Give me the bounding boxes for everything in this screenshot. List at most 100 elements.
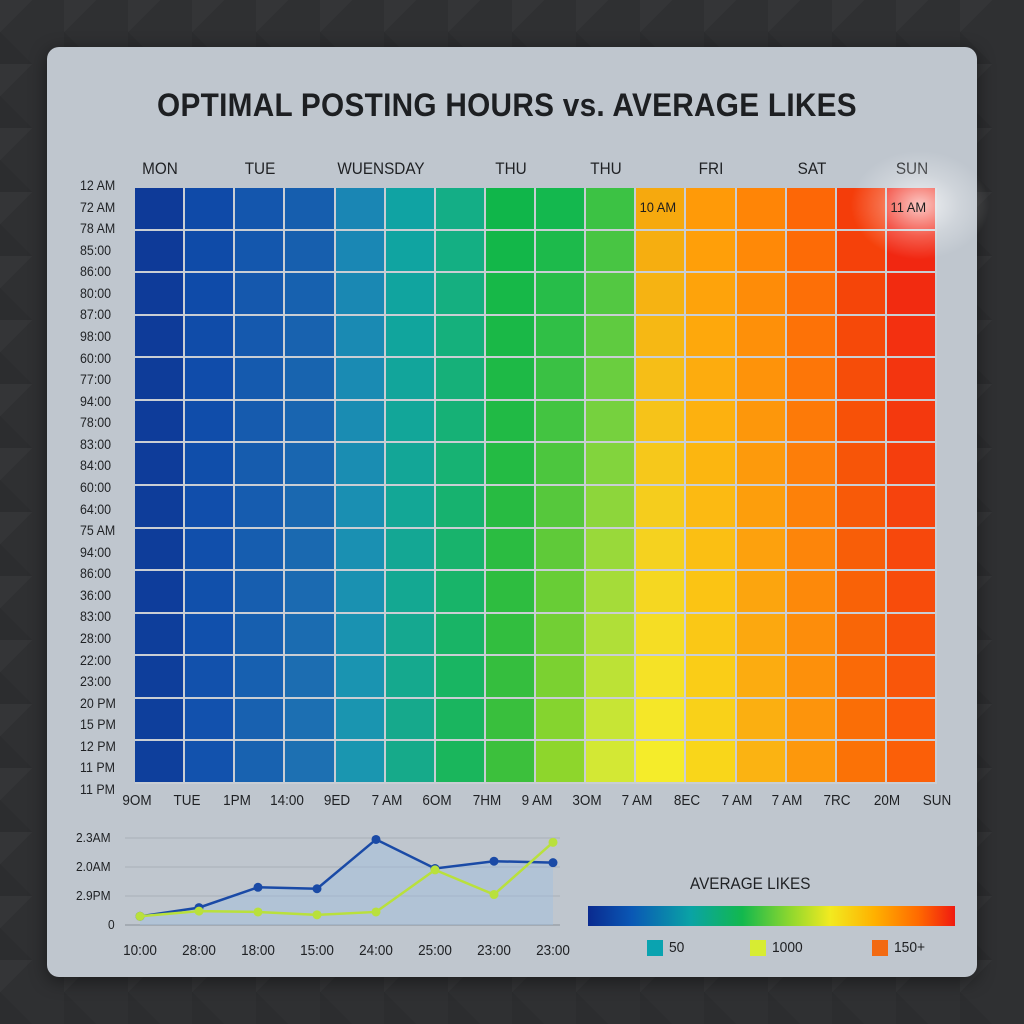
hour-label: 15 PM	[80, 717, 116, 733]
heatmap-cell	[385, 486, 436, 529]
heatmap-cell	[686, 188, 737, 231]
heatmap-cell	[135, 741, 186, 784]
heatmap-cell	[586, 443, 637, 486]
heatmap-cell	[736, 358, 787, 401]
heatmap-cell	[435, 315, 486, 359]
heatmap-cell	[135, 656, 186, 699]
heatmap-cell	[836, 443, 887, 486]
heatmap-cell	[786, 443, 837, 486]
hour-label: 12 AM	[80, 178, 116, 193]
heatmap-cell	[736, 443, 787, 486]
heatmap-cell	[335, 315, 386, 359]
heatmap-cell	[636, 528, 687, 572]
heatmap-cell	[385, 571, 436, 614]
hour-label: 36:00	[80, 587, 112, 603]
heatmap-cell	[586, 698, 637, 742]
day-label: WUENSDAY	[336, 159, 425, 178]
heatmap-cell	[235, 400, 286, 444]
heatmap-cell	[485, 358, 536, 401]
heatmap-cell	[886, 358, 937, 401]
heatmap-cell	[285, 358, 336, 401]
heatmap-cell	[536, 273, 587, 316]
bottom-label: 1PM	[223, 792, 251, 809]
hour-label: 60:00	[80, 350, 112, 366]
heatmap-cell	[586, 315, 637, 359]
heatmap-cell	[736, 486, 787, 529]
heatmap-cell	[385, 613, 436, 657]
heatmap-cell	[686, 528, 737, 572]
heatmap-cell	[135, 315, 186, 359]
heatmap-cell	[886, 698, 937, 742]
heatmap-cell	[536, 443, 587, 486]
heatmap-grid	[135, 188, 937, 784]
line-chart-x-label: 24:00	[359, 942, 393, 959]
heatmap-cell	[385, 528, 436, 572]
heatmap-cell	[786, 230, 837, 274]
heatmap-cell	[485, 698, 536, 742]
heatmap-cell	[185, 741, 236, 784]
heatmap-cell	[135, 443, 186, 486]
heatmap-cell	[536, 400, 587, 444]
heatmap-cell	[636, 273, 687, 316]
heatmap-cell	[135, 400, 186, 444]
heatmap-cell	[536, 486, 587, 529]
heatmap-cell	[285, 613, 336, 657]
heatmap-cell	[736, 656, 787, 699]
heatmap-cell	[485, 230, 536, 274]
heatmap-cell	[836, 315, 887, 359]
heatmap-cell	[385, 741, 436, 784]
heatmap-cell	[385, 230, 436, 274]
day-label: THU	[590, 159, 622, 178]
hour-label: 87:00	[80, 307, 112, 323]
heatmap-cell	[235, 528, 286, 572]
heatmap-cell	[135, 486, 186, 529]
heatmap-cell	[235, 358, 286, 401]
heatmap-cell	[586, 273, 637, 316]
hour-label: 98:00	[80, 329, 112, 344]
heatmap-cell	[285, 315, 336, 359]
heatmap-cell	[285, 273, 336, 316]
bottom-label: 7RC	[823, 792, 851, 809]
heatmap-cell	[786, 486, 837, 529]
heatmap-cell	[686, 656, 737, 699]
heatmap-cell	[536, 358, 587, 401]
heatmap-cell	[185, 188, 236, 231]
hour-label: 77:00	[80, 372, 112, 388]
heatmap-cell	[836, 358, 887, 401]
heatmap-cell	[886, 656, 937, 699]
heatmap-cell	[485, 613, 536, 657]
heatmap-cell	[135, 528, 186, 572]
heatmap-cell	[586, 656, 637, 699]
heatmap-cell	[886, 741, 937, 784]
bottom-label: 7 AM	[771, 792, 803, 809]
heatmap-cell	[586, 188, 637, 231]
heatmap-cell	[586, 358, 637, 401]
heatmap-cell	[285, 741, 336, 784]
heatmap-cell	[485, 486, 536, 529]
line-chart-y-label: 2.0AM	[76, 859, 111, 874]
legend-swatch	[750, 940, 766, 956]
heatmap-cell	[135, 188, 186, 231]
heatmap-cell	[135, 698, 186, 742]
heatmap-cell	[435, 571, 486, 614]
hour-label: 11 PM	[80, 760, 115, 776]
heatmap-cell	[836, 400, 887, 444]
legend-color-bar	[588, 906, 955, 926]
heatmap-cell	[836, 613, 887, 657]
heatmap-cell	[836, 486, 887, 529]
line-chart-x-label: 25:00	[418, 942, 452, 959]
bottom-label: 9ED	[323, 792, 351, 809]
bottom-label: SUN	[922, 792, 952, 809]
heatmap-cell	[185, 273, 236, 316]
heatmap-cell	[285, 443, 336, 486]
heatmap-cell	[185, 230, 236, 274]
line-chart-x-label: 10:00	[123, 942, 157, 959]
heatmap-cell	[285, 188, 336, 231]
bottom-label: 14:00	[270, 792, 304, 809]
heatmap-cell	[335, 571, 386, 614]
heatmap-cell	[636, 698, 687, 742]
heatmap-cell	[285, 656, 336, 699]
heatmap-cell	[736, 315, 787, 359]
heatmap-cell	[836, 230, 887, 274]
heatmap-cell	[335, 358, 386, 401]
